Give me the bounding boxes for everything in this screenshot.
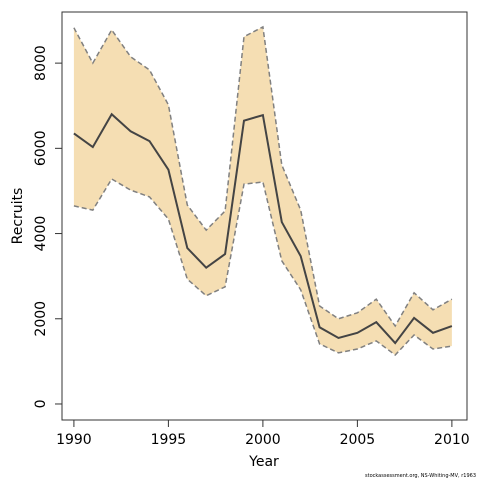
band-upper-line [73,25,453,328]
footnote: stockassessment.org, NS-Whiting-MV, r196… [365,473,476,479]
confidence-band [73,26,452,355]
y-tick-label: 4000 [33,216,49,252]
x-tick-label: 1995 [151,432,187,448]
plot-frame [61,11,468,421]
x-tick-label: 2000 [245,432,281,448]
y-tick-label: 2000 [33,301,49,337]
x-tick-label: 1990 [56,432,92,448]
y-tick-label: 0 [33,400,49,409]
x-axis-label: Year [248,454,279,470]
x-tick-label: 2005 [340,432,376,448]
recruits-line [73,112,453,345]
y-tick-label: 6000 [33,131,49,167]
band-lower-line [73,177,452,356]
x-tick-label: 2010 [434,432,470,448]
y-axis-label: Recruits [10,188,26,245]
y-tick-label: 8000 [33,45,49,81]
